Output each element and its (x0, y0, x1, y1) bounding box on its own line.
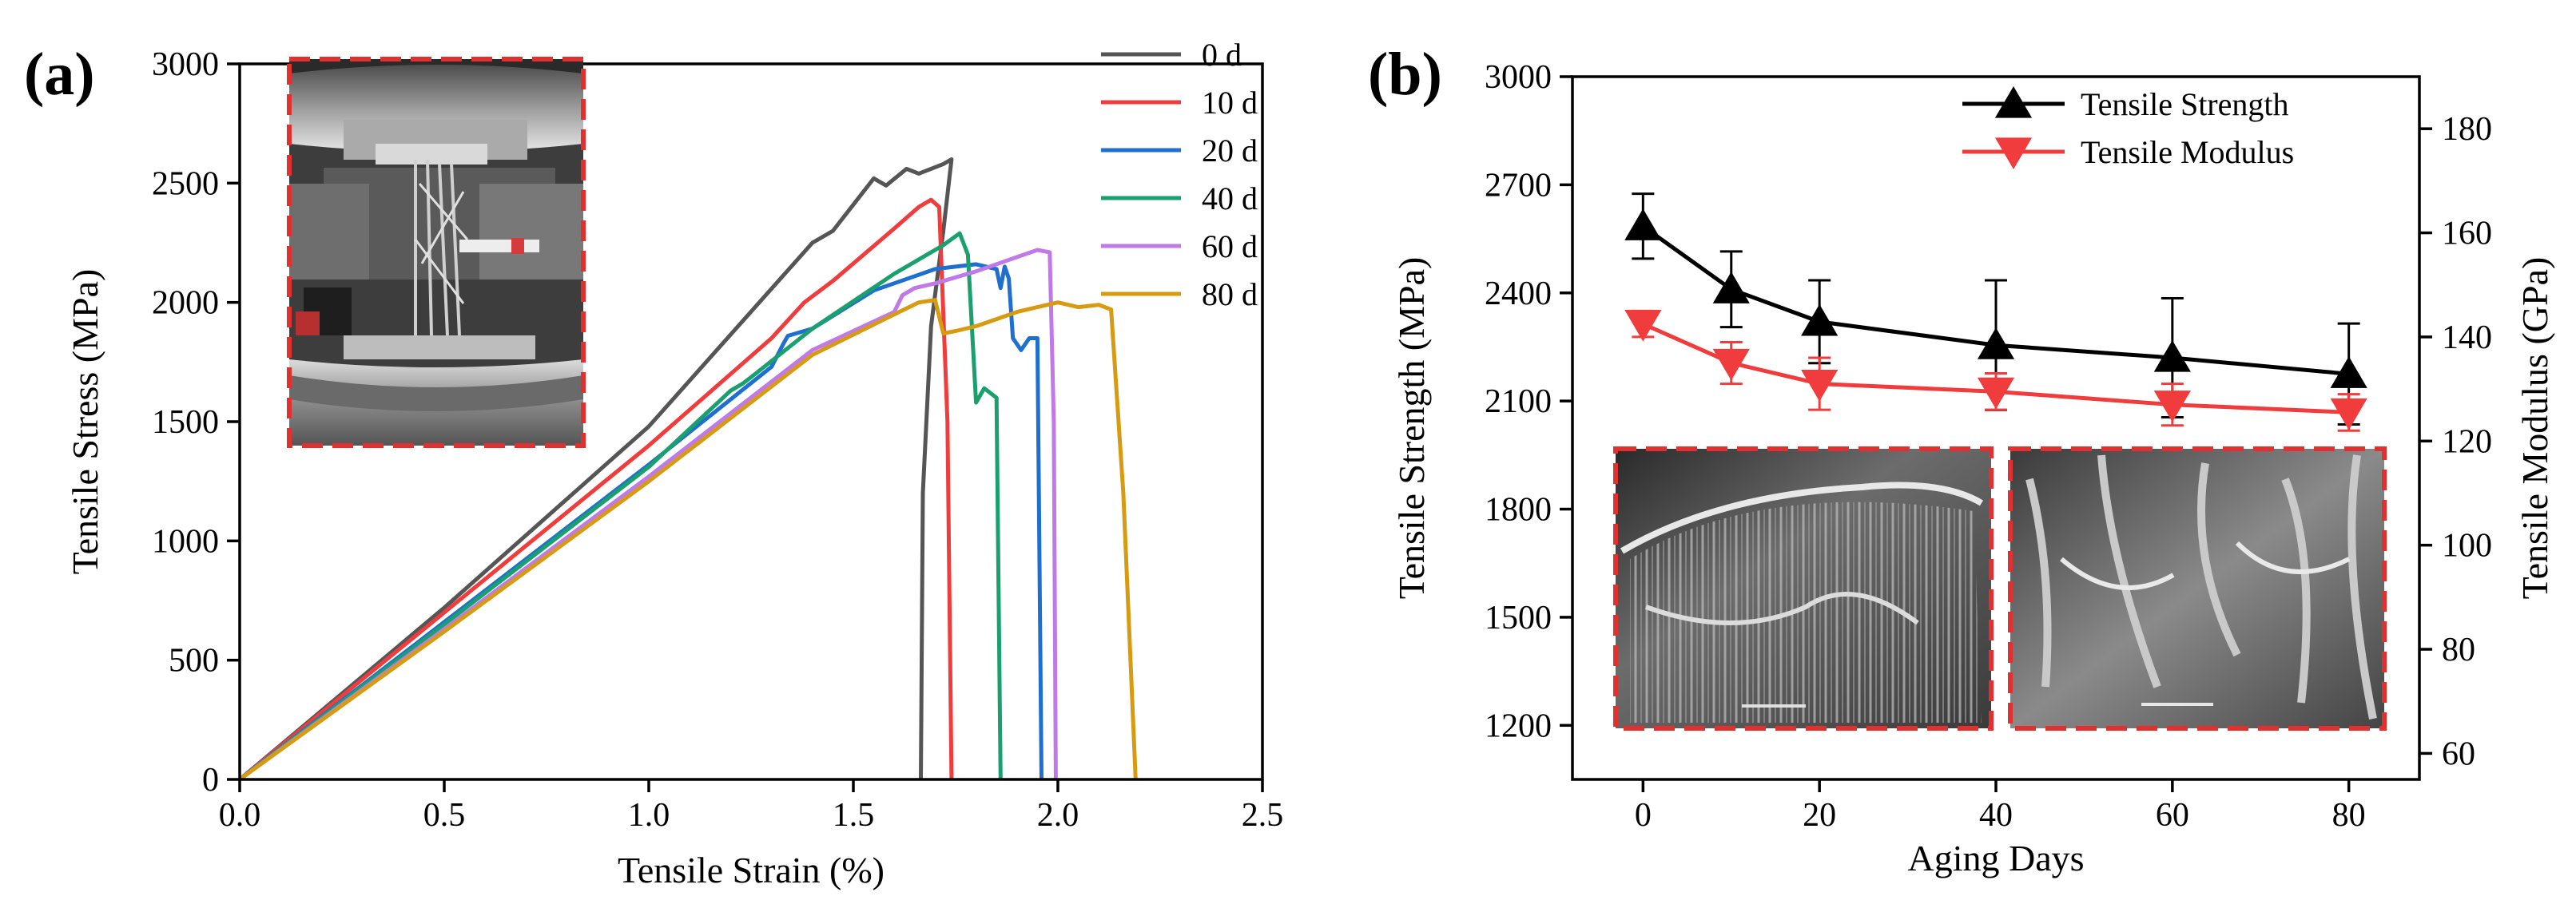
panel-b-plot-area (1624, 192, 2367, 432)
legend-label-3: 40 d (1202, 180, 1258, 216)
x-tick-label: 1.0 (628, 797, 670, 834)
y-tick-label: 1800 (1485, 492, 1552, 529)
y-tick-label: 1200 (1485, 708, 1552, 744)
x-tick-label: 80 (2332, 797, 2366, 834)
y-right-tick-label: 180 (2442, 111, 2492, 148)
panel-a-plot-area (238, 157, 1138, 782)
legend-label-1: Tensile Modulus (2081, 134, 2294, 170)
panel-a-y-axis-title: Tensile Stress (MPa) (65, 269, 105, 575)
series-line-0 (1641, 224, 2349, 376)
y-tick-label: 2700 (1485, 167, 1552, 204)
legend-label-0: Tensile Strength (2081, 86, 2289, 122)
y-tick-label: 0 (202, 762, 219, 799)
y-tick-label: 2500 (152, 165, 219, 202)
y-tick-label: 3000 (152, 46, 219, 83)
x-tick-label: 2.0 (1037, 797, 1079, 834)
x-tick-label: 0 (1635, 797, 1652, 834)
sem-image-left (1616, 449, 1991, 728)
panel-b-y-axis-title-right: Tensile Modulus (GPa) (2514, 257, 2555, 600)
legend-label-4: 60 d (1202, 228, 1258, 264)
series-line-2 (238, 262, 1044, 781)
data-point-marker (1624, 310, 1662, 342)
data-point-marker (1801, 369, 1839, 402)
data-point-marker (1624, 208, 1662, 240)
x-tick-label: 20 (1803, 797, 1836, 834)
data-point-marker (1801, 303, 1839, 336)
panel-b-legend: Tensile Strength Tensile Modulus (1962, 86, 2294, 170)
y-right-tick-label: 80 (2442, 632, 2475, 668)
y-right-tick-label: 60 (2442, 735, 2475, 772)
legend-label-0: 0 d (1202, 37, 1242, 73)
series-line-4 (238, 248, 1058, 782)
panel-a: (a) 0.0 0.5 1.0 1.5 2.0 2.5 0 500 1000 1500 2000 2… (24, 37, 1283, 890)
y-right-tick-label: 120 (2442, 423, 2492, 460)
y-tick-label: 1500 (1485, 600, 1552, 636)
panel-b-y-axis-title: Tensile Strength (MPa) (1391, 257, 1432, 600)
panel-a-x-ticks: 0.0 0.5 1.0 1.5 2.0 2.5 (219, 779, 1284, 834)
x-tick-label: 60 (2156, 797, 2189, 834)
y-tick-label: 2000 (152, 285, 219, 322)
x-tick-label: 0.0 (219, 797, 261, 834)
sem-image-right (2010, 449, 2384, 728)
series-line-3 (238, 231, 1003, 781)
data-point-marker (1977, 377, 2015, 410)
legend-marker-0 (1994, 86, 2033, 118)
data-point-marker (2153, 340, 2191, 372)
panel-a-x-axis-title: Tensile Strain (%) (618, 850, 885, 890)
series-line-1 (238, 197, 954, 781)
legend-marker-1 (1994, 137, 2033, 169)
y-tick-label: 2400 (1485, 276, 1552, 312)
x-tick-label: 40 (1979, 797, 2013, 834)
panel-b: (b) 0 20 40 60 80 1200 1500 1800 2100 2400 2700 30… (1368, 41, 2555, 878)
y-tick-label: 1500 (152, 404, 219, 441)
panel-b-y-ticks-right: 60 80 100 120 140 160 180 (2419, 111, 2492, 772)
data-point-marker (1712, 348, 1750, 381)
panel-a-y-ticks: 0 500 1000 1500 2000 2500 3000 (152, 46, 240, 799)
legend-label-5: 80 d (1202, 276, 1258, 312)
data-point-marker (2153, 391, 2191, 422)
y-tick-label: 500 (169, 643, 219, 680)
data-point-marker (2330, 356, 2367, 388)
y-tick-label: 3000 (1485, 59, 1552, 96)
data-point-marker (1712, 272, 1750, 303)
series-0 (1624, 192, 2367, 426)
series-line-0 (238, 157, 954, 781)
panel-b-inset-sem-images (1613, 446, 2387, 731)
y-right-tick-label: 100 (2442, 528, 2492, 565)
panel-a-inset-photo (287, 57, 586, 448)
panel-b-y-ticks: 1200 1500 1800 2100 2400 2700 3000 (1485, 59, 1572, 744)
panel-b-x-ticks: 0 20 40 60 80 (1635, 779, 2366, 834)
data-point-marker (2330, 398, 2367, 430)
y-tick-label: 2100 (1485, 383, 1552, 420)
x-tick-label: 1.5 (833, 797, 875, 834)
panel-a-legend: 0 d 10 d 20 d 40 d 60 d 80 d (1101, 37, 1258, 312)
series-line-5 (238, 298, 1138, 782)
legend-label-2: 20 d (1202, 133, 1258, 169)
y-right-tick-label: 160 (2442, 216, 2492, 252)
panel-b-x-axis-title: Aging Days (1907, 838, 2084, 878)
data-point-marker (1977, 327, 2015, 359)
panel-a-label: (a) (24, 41, 95, 108)
x-tick-label: 2.5 (1242, 797, 1284, 834)
panel-b-label: (b) (1368, 41, 1442, 108)
legend-label-1: 10 d (1202, 85, 1258, 121)
y-tick-label: 1000 (152, 523, 219, 560)
series-line-1 (1642, 322, 2349, 414)
y-right-tick-label: 140 (2442, 319, 2492, 356)
series-1 (1624, 309, 2367, 432)
x-tick-label: 0.5 (423, 797, 466, 834)
